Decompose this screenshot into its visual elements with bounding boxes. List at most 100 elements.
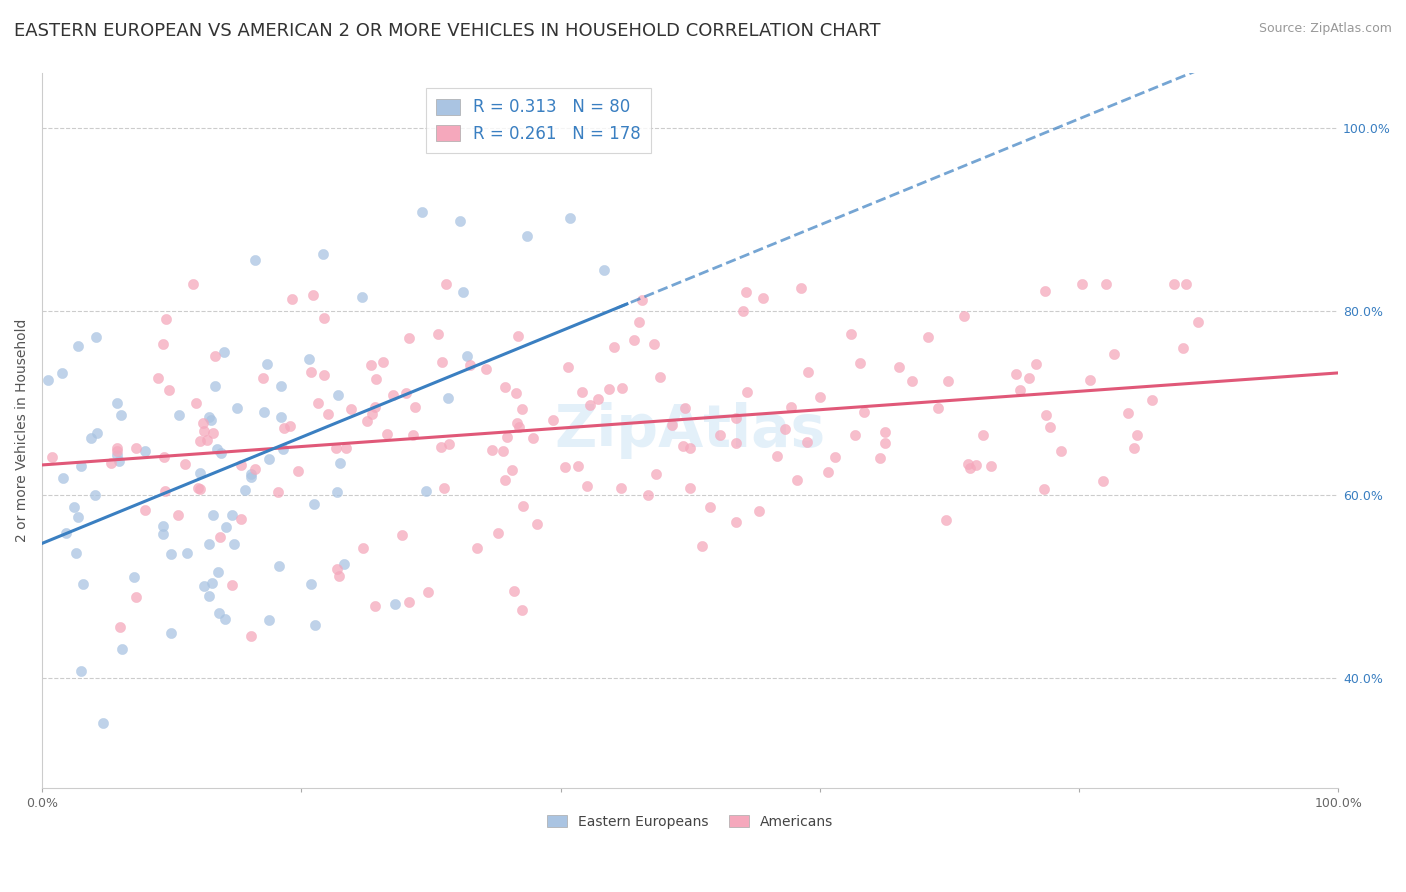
- Point: [515, 228, 537, 243]
- Point: [202, 508, 225, 522]
- Point: [733, 304, 755, 318]
- Point: [152, 518, 174, 533]
- Point: [352, 289, 374, 303]
- Point: [72, 576, 94, 591]
- Point: [252, 371, 274, 385]
- Point: [773, 422, 796, 436]
- Point: [273, 421, 295, 435]
- Point: [494, 380, 516, 394]
- Point: [1094, 277, 1116, 291]
- Point: [110, 408, 132, 422]
- Point: [188, 466, 211, 480]
- Point: [797, 365, 820, 379]
- Point: [100, 456, 122, 470]
- Point: [301, 365, 323, 379]
- Point: [51, 367, 73, 381]
- Point: [198, 410, 221, 425]
- Point: [1008, 383, 1031, 397]
- Point: [852, 405, 875, 419]
- Point: [875, 435, 897, 450]
- Point: [155, 312, 177, 326]
- Point: [554, 459, 576, 474]
- Point: [204, 349, 226, 363]
- Point: [734, 285, 756, 299]
- Point: [404, 401, 426, 415]
- Point: [257, 613, 280, 627]
- Point: [37, 373, 59, 387]
- Point: [325, 441, 347, 455]
- Point: [204, 379, 226, 393]
- Point: [1018, 371, 1040, 385]
- Y-axis label: 2 or more Vehicles in Household: 2 or more Vehicles in Household: [15, 318, 30, 542]
- Point: [786, 473, 808, 487]
- Point: [186, 395, 208, 409]
- Point: [610, 481, 633, 495]
- Point: [935, 513, 957, 527]
- Point: [198, 537, 221, 551]
- Point: [360, 407, 382, 421]
- Point: [796, 435, 818, 450]
- Point: [298, 352, 321, 367]
- Point: [841, 326, 863, 341]
- Point: [952, 310, 974, 324]
- Point: [278, 419, 301, 434]
- Point: [699, 500, 721, 515]
- Point: [889, 360, 911, 375]
- Point: [212, 345, 235, 359]
- Point: [1116, 406, 1139, 420]
- Point: [152, 527, 174, 541]
- Point: [1005, 367, 1028, 381]
- Point: [678, 441, 700, 455]
- Point: [193, 425, 215, 439]
- Point: [486, 525, 509, 540]
- Point: [402, 428, 425, 442]
- Point: [181, 277, 204, 291]
- Point: [307, 396, 329, 410]
- Point: [1122, 441, 1144, 455]
- Point: [980, 458, 1002, 473]
- Point: [318, 407, 340, 421]
- Point: [159, 547, 181, 561]
- Point: [1035, 409, 1057, 423]
- Point: [648, 369, 671, 384]
- Point: [239, 629, 262, 643]
- Point: [270, 379, 292, 393]
- Point: [1070, 277, 1092, 291]
- Point: [474, 362, 496, 376]
- Point: [748, 504, 770, 518]
- Point: [267, 558, 290, 573]
- Point: [125, 442, 148, 456]
- Point: [152, 336, 174, 351]
- Point: [505, 386, 527, 401]
- Point: [66, 339, 89, 353]
- Point: [637, 488, 659, 502]
- Point: [333, 557, 356, 571]
- Text: EASTERN EUROPEAN VS AMERICAN 2 OR MORE VEHICLES IN HOUSEHOLD CORRELATION CHART: EASTERN EUROPEAN VS AMERICAN 2 OR MORE V…: [14, 22, 880, 40]
- Point: [1033, 482, 1056, 496]
- Point: [233, 483, 256, 497]
- Text: ZipAtlas: ZipAtlas: [554, 402, 825, 458]
- Point: [188, 483, 211, 497]
- Point: [287, 464, 309, 478]
- Point: [1126, 428, 1149, 442]
- Point: [193, 579, 215, 593]
- Point: [439, 437, 461, 451]
- Point: [433, 481, 456, 495]
- Point: [456, 349, 478, 363]
- Point: [506, 416, 529, 430]
- Point: [352, 541, 374, 555]
- Point: [512, 499, 534, 513]
- Point: [661, 417, 683, 432]
- Point: [304, 617, 326, 632]
- Point: [630, 293, 652, 308]
- Point: [598, 382, 620, 396]
- Point: [41, 450, 63, 464]
- Point: [176, 546, 198, 560]
- Point: [364, 599, 387, 614]
- Point: [679, 481, 702, 495]
- Point: [281, 293, 304, 307]
- Point: [364, 400, 387, 414]
- Point: [186, 481, 208, 495]
- Point: [208, 607, 231, 621]
- Point: [200, 576, 222, 591]
